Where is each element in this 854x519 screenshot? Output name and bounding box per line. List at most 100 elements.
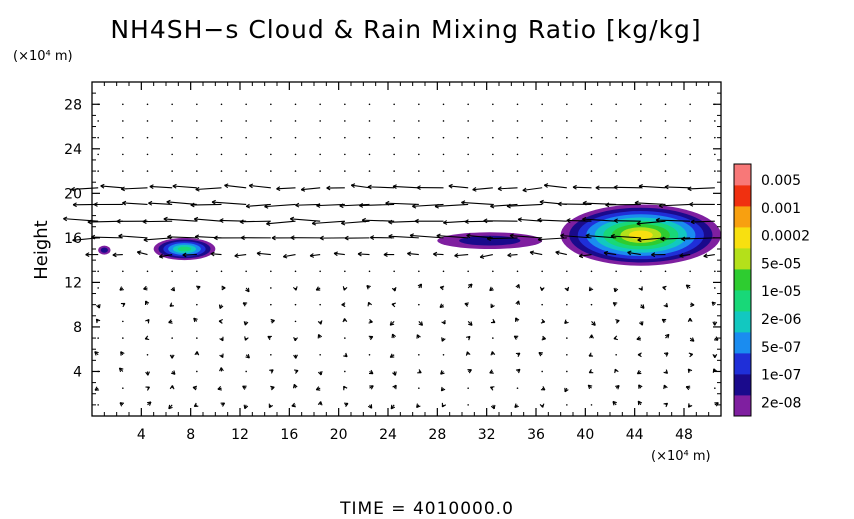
wind-vector [714, 136, 716, 139]
wind-vector [663, 369, 669, 374]
wind-vector [266, 220, 296, 226]
wind-vector [190, 202, 222, 208]
wind-vector [714, 120, 716, 122]
wind-vector [245, 120, 247, 122]
wind-vector [492, 153, 494, 156]
wind-vector [163, 216, 197, 222]
wind-vector [714, 170, 716, 172]
wind-vector [245, 270, 247, 273]
wind-vector [344, 103, 346, 106]
wind-vector [638, 384, 643, 389]
wind-vector [122, 270, 124, 273]
wind-vector [689, 170, 691, 172]
wind-vector [389, 353, 395, 358]
wind-vector [687, 403, 693, 408]
wind-vector [224, 183, 247, 189]
wind-vector [392, 371, 397, 376]
wind-vector [96, 304, 101, 309]
wind-vector [442, 103, 445, 106]
wind-vector [391, 302, 396, 308]
wind-vector [664, 333, 670, 339]
wind-vector [145, 371, 150, 376]
wind-vector [342, 286, 348, 291]
wind-vector [341, 302, 346, 308]
wind-vector [712, 353, 718, 358]
wind-vector [590, 153, 593, 156]
wind-vector [368, 136, 371, 139]
x-tick-label: 4 [137, 427, 146, 443]
wind-vector [640, 270, 642, 273]
x-unit-label: (×10⁴ m) [651, 449, 711, 464]
wind-vector [245, 287, 250, 293]
wind-vector [391, 287, 397, 292]
wind-vector [418, 270, 420, 273]
wind-vector [664, 120, 667, 122]
wind-vector [588, 286, 594, 292]
wind-vector [590, 170, 593, 172]
wind-vector [270, 103, 272, 106]
wind-vector [220, 136, 223, 139]
wind-vector [63, 216, 99, 222]
wind-vector [507, 252, 518, 258]
wind-vector [664, 103, 667, 106]
wind-vector [418, 320, 424, 326]
wind-vector [486, 236, 518, 242]
wind-vector [582, 200, 617, 206]
wind-vector [268, 403, 274, 409]
colorbar-swatch [734, 164, 751, 186]
wind-vector [361, 217, 395, 223]
wind-vector [292, 383, 298, 389]
wind-vector [461, 200, 493, 206]
wind-vector [590, 404, 593, 406]
wind-vector [196, 337, 198, 339]
wind-vector [541, 303, 543, 306]
wind-vector [439, 285, 445, 291]
wind-vector [566, 404, 568, 406]
wind-vector [220, 170, 223, 172]
wind-vector [244, 336, 249, 341]
colorbar-swatch [734, 353, 751, 375]
wind-vector [483, 218, 518, 224]
wind-vector [344, 170, 346, 172]
wind-vector [467, 136, 469, 139]
wind-vector [603, 250, 617, 256]
wind-vector [219, 367, 224, 372]
wind-vector [418, 170, 420, 172]
wind-vector [637, 400, 643, 406]
wind-vector [368, 353, 371, 356]
wind-vector [541, 370, 543, 373]
wind-vector [392, 384, 397, 390]
wind-vector [289, 216, 321, 222]
wind-vector [418, 153, 420, 156]
wind-vector [270, 270, 272, 273]
wind-vector [196, 120, 198, 122]
colorbar-swatch [734, 269, 751, 291]
wind-vector [221, 285, 226, 291]
wind-vector [714, 270, 716, 273]
wind-vector [213, 235, 247, 241]
wind-vector [270, 353, 272, 356]
wind-vector [555, 250, 567, 256]
wind-vector [95, 318, 101, 324]
wind-vector [319, 235, 345, 241]
colorbar-label: 0.0002 [761, 229, 810, 245]
wind-vector [664, 153, 667, 156]
wind-vector [319, 270, 321, 273]
wind-vector [344, 370, 346, 373]
wind-vector [193, 216, 222, 222]
wind-vector [543, 183, 567, 189]
wind-vector [316, 203, 345, 208]
wind-vector [541, 153, 543, 156]
colorbar-label: 0.001 [761, 201, 801, 217]
wind-vector [492, 120, 494, 122]
wind-vector [385, 200, 419, 206]
wind-vector [516, 387, 519, 389]
wind-vector [171, 170, 173, 172]
wind-vector [417, 283, 423, 289]
wind-vector [636, 220, 666, 226]
wind-vector [560, 233, 592, 239]
wind-vector [418, 103, 420, 106]
wind-vector [294, 153, 297, 156]
wind-vector [442, 270, 445, 273]
wind-vector [615, 136, 617, 139]
